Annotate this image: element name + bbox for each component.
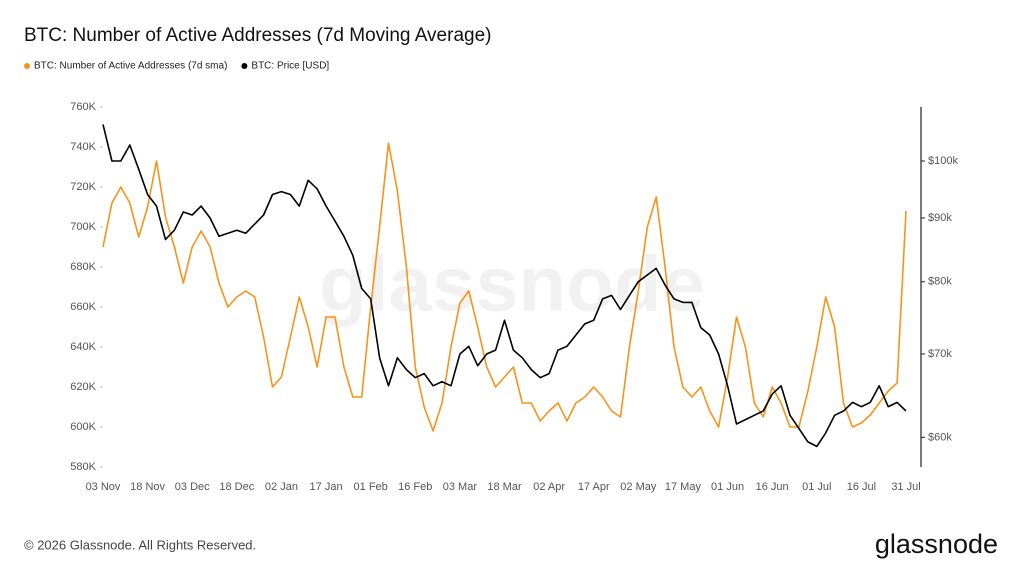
y-tick-label: 600K xyxy=(70,421,96,433)
legend-marker xyxy=(24,63,30,69)
x-tick-label: 03 Nov xyxy=(86,481,121,493)
x-tick-label: 18 Dec xyxy=(219,481,254,493)
y-tick-label: 680K xyxy=(70,261,96,273)
y-tick-label: 640K xyxy=(70,341,96,353)
x-tick-label: 31 Jul xyxy=(891,481,920,493)
y-tick-label: 620K xyxy=(70,381,96,393)
x-tick-label: 18 Nov xyxy=(130,481,165,493)
x-tick-label: 16 Jul xyxy=(847,481,876,493)
logo: glassnode xyxy=(875,529,998,559)
y2-tick-label: $80k xyxy=(928,276,952,288)
x-tick-label: 16 Feb xyxy=(398,481,432,493)
series-line xyxy=(102,142,907,432)
x-tick-label: 18 Mar xyxy=(487,481,522,493)
y-tick-label: 720K xyxy=(70,181,96,193)
x-tick-label: 17 Jan xyxy=(310,481,343,493)
y-tick-label: 760K xyxy=(70,101,96,113)
y-tick-label: 660K xyxy=(70,301,96,313)
y-tick-label: 700K xyxy=(70,221,96,233)
x-tick-label: 03 Dec xyxy=(175,481,210,493)
x-tick-label: 16 Jun xyxy=(756,481,789,493)
x-tick-label: 01 Jun xyxy=(711,481,744,493)
x-tick-label: 02 Apr xyxy=(533,481,565,493)
watermark: glassnode xyxy=(319,240,705,328)
legend-label: BTC: Price [USD] xyxy=(251,61,329,72)
series-line xyxy=(102,124,907,448)
legend-label: BTC: Number of Active Addresses (7d sma) xyxy=(34,61,227,72)
x-tick-label: 03 Mar xyxy=(443,481,478,493)
y2-tick-label: $70k xyxy=(928,348,952,360)
x-tick-label: 02 Jan xyxy=(265,481,298,493)
x-tick-label: 01 Feb xyxy=(354,481,388,493)
y2-tick-label: $60k xyxy=(928,431,952,443)
x-tick-label: 02 May xyxy=(620,481,657,493)
x-tick-label: 17 May xyxy=(665,481,702,493)
y-tick-label: 580K xyxy=(70,461,96,473)
y2-tick-label: $100k xyxy=(928,155,958,167)
y2-tick-label: $90k xyxy=(928,212,952,224)
legend-marker xyxy=(241,63,248,69)
x-tick-label: 17 Apr xyxy=(578,481,610,493)
y-tick-label: 740K xyxy=(70,141,96,153)
x-tick-label: 01 Jul xyxy=(802,481,831,493)
chart-title: BTC: Number of Active Addresses (7d Movi… xyxy=(24,25,491,46)
footer: © 2026 Glassnode. All Rights Reserved. xyxy=(24,537,256,552)
